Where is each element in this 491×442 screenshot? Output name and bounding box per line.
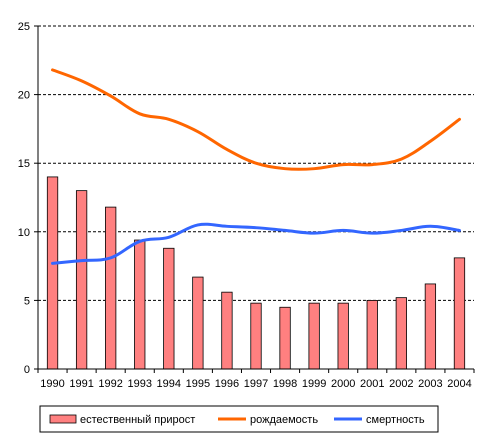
- x-tick-label: 1992: [98, 378, 122, 390]
- x-tick-label: 1998: [273, 378, 297, 390]
- bar-1992: [105, 206, 117, 370]
- y-tick-label: 20: [18, 90, 30, 102]
- x-tick-label: 1994: [157, 378, 181, 390]
- x-tick-label: 1999: [302, 378, 326, 390]
- bar-2004: [453, 257, 466, 370]
- x-tick-label: 1993: [127, 378, 151, 390]
- bar-1990: [46, 176, 59, 370]
- x-tick-labels: 1990 1991 1992 1993 1994 1995 1996 1997 1998 1999…: [40, 378, 471, 390]
- y-tick-labels: 0 5 10 15 20 25: [18, 21, 30, 376]
- bar-2001: [366, 299, 378, 370]
- bar-1994: [163, 247, 175, 370]
- x-tick-label: 1990: [40, 378, 64, 390]
- y-tick-label: 5: [24, 295, 30, 307]
- bar-1993: [134, 239, 146, 370]
- y-tick-label: 10: [18, 227, 30, 239]
- legend-swatch-bar: [49, 414, 77, 424]
- line-series-0: [51, 68, 461, 171]
- legend-label: естественный прирост: [80, 414, 195, 426]
- y-tick-label: 15: [18, 158, 30, 170]
- bar-1998: [279, 306, 291, 370]
- bar-1995: [192, 276, 204, 370]
- x-tick-label: 1995: [186, 378, 210, 390]
- x-tick-label: 2002: [389, 378, 413, 390]
- bar-1997: [250, 302, 262, 370]
- bar-1991: [75, 190, 88, 370]
- bar-2000: [337, 302, 349, 370]
- lines-layer: [51, 68, 461, 265]
- x-tick-label: 1996: [215, 378, 239, 390]
- y-tick-label: 25: [18, 21, 30, 33]
- line-series-1: [51, 222, 461, 265]
- x-tick-label: 1991: [69, 378, 93, 390]
- bar-2002: [395, 297, 407, 370]
- x-tick-label: 1997: [244, 378, 268, 390]
- y-tick-label: 0: [24, 364, 30, 376]
- bar-2003: [424, 283, 437, 370]
- legend-label: рождаемость: [250, 414, 318, 426]
- x-tick-label: 2000: [331, 378, 355, 390]
- axes-layer: [34, 25, 475, 373]
- bars-layer: [46, 176, 466, 370]
- legend: естественный прирост рождаемость смертност…: [39, 405, 439, 433]
- bar-1999: [308, 302, 320, 370]
- x-tick-label: 2004: [447, 378, 471, 390]
- x-tick-label: 2001: [360, 378, 384, 390]
- legend-label: смертность: [366, 414, 425, 426]
- x-tick-label: 2003: [418, 378, 442, 390]
- bar-1996: [221, 291, 233, 370]
